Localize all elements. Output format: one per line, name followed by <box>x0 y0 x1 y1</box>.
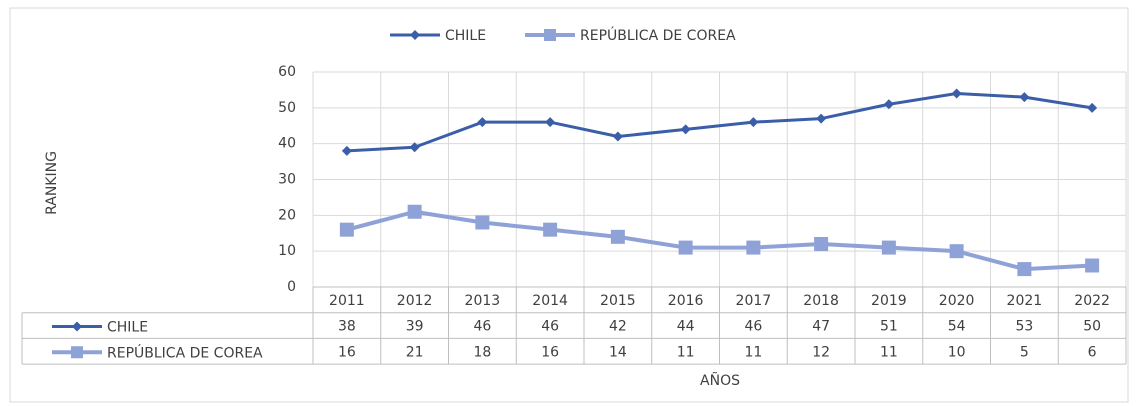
table-key-label: CHILE <box>107 320 148 336</box>
legend-label: REPÚBLICA DE COREA <box>580 26 736 44</box>
x-tick-label: 2015 <box>600 293 636 309</box>
legend-label: CHILE <box>445 28 486 44</box>
y-tick-label: 40 <box>278 136 296 152</box>
data-point <box>1017 262 1032 277</box>
x-tick-label: 2018 <box>803 293 839 309</box>
table-key-marker <box>72 321 82 332</box>
x-tick-label: 2019 <box>871 293 907 309</box>
table-value: 44 <box>677 319 695 335</box>
table-value: 42 <box>609 319 627 335</box>
table-value: 54 <box>948 319 966 335</box>
table-value: 14 <box>609 344 627 360</box>
data-point <box>1085 258 1100 273</box>
chart-frame <box>9 7 1129 403</box>
data-point <box>545 117 556 128</box>
data-point <box>816 113 827 124</box>
table-value: 16 <box>541 344 559 360</box>
table-value: 10 <box>948 344 966 360</box>
table-value: 46 <box>541 319 559 335</box>
y-tick-label: 10 <box>278 243 296 259</box>
x-tick-label: 2021 <box>1007 293 1043 309</box>
data-point <box>610 229 625 244</box>
table-value: 5 <box>1020 344 1029 360</box>
table-value: 46 <box>473 319 491 335</box>
table-value: 51 <box>880 319 898 335</box>
table-value: 18 <box>473 344 491 360</box>
x-axis-title: AÑOS <box>700 372 740 389</box>
data-point <box>883 99 894 110</box>
table-value: 11 <box>677 344 695 360</box>
data-point <box>748 117 759 128</box>
data-point <box>407 204 422 219</box>
legend-marker <box>544 29 556 41</box>
table-value: 11 <box>744 344 762 360</box>
x-tick-label: 2017 <box>736 293 772 309</box>
data-point <box>881 240 896 255</box>
table-value: 12 <box>812 344 830 360</box>
table-key-marker <box>71 346 83 359</box>
y-tick-label: 0 <box>287 279 296 295</box>
x-tick-label: 2016 <box>668 293 704 309</box>
y-axis-title: RANKING <box>44 151 60 215</box>
data-point <box>678 240 693 255</box>
table-value: 21 <box>406 344 424 360</box>
y-tick-label: 20 <box>278 207 296 223</box>
table-value: 46 <box>744 319 762 335</box>
x-tick-label: 2014 <box>532 293 568 309</box>
x-tick-label: 2012 <box>397 293 433 309</box>
data-point <box>543 222 558 237</box>
data-point <box>680 124 691 135</box>
x-tick-label: 2011 <box>329 293 365 309</box>
table-value: 16 <box>338 344 356 360</box>
data-point <box>409 142 420 153</box>
data-point <box>1087 102 1098 113</box>
data-point <box>612 131 623 142</box>
y-tick-label: 30 <box>278 172 296 188</box>
data-point <box>951 88 962 99</box>
table-value: 11 <box>880 344 898 360</box>
data-point <box>475 215 490 230</box>
data-point <box>1019 92 1030 103</box>
data-point <box>814 237 829 251</box>
series-line <box>346 209 1093 272</box>
table-value: 39 <box>406 319 424 335</box>
data-point <box>949 244 964 259</box>
table-value: 6 <box>1088 344 1097 360</box>
data-point <box>339 222 354 237</box>
x-tick-label: 2013 <box>465 293 501 309</box>
y-tick-label: 50 <box>278 100 296 116</box>
x-tick-label: 2020 <box>939 293 975 309</box>
legend-marker <box>410 30 420 40</box>
series-line <box>346 92 1093 153</box>
table-value: 53 <box>1015 319 1033 335</box>
table-value: 47 <box>812 319 830 335</box>
table-key-label: REPÚBLICA DE COREA <box>107 343 263 361</box>
data-point <box>477 117 488 128</box>
table-value: 38 <box>338 319 356 335</box>
y-tick-label: 60 <box>278 64 296 80</box>
data-point <box>341 145 352 156</box>
table-value: 50 <box>1083 319 1101 335</box>
x-tick-label: 2022 <box>1074 293 1110 309</box>
data-point <box>746 240 761 255</box>
